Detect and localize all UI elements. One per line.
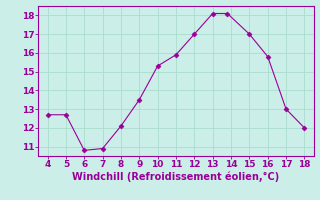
X-axis label: Windchill (Refroidissement éolien,°C): Windchill (Refroidissement éolien,°C) — [72, 172, 280, 182]
